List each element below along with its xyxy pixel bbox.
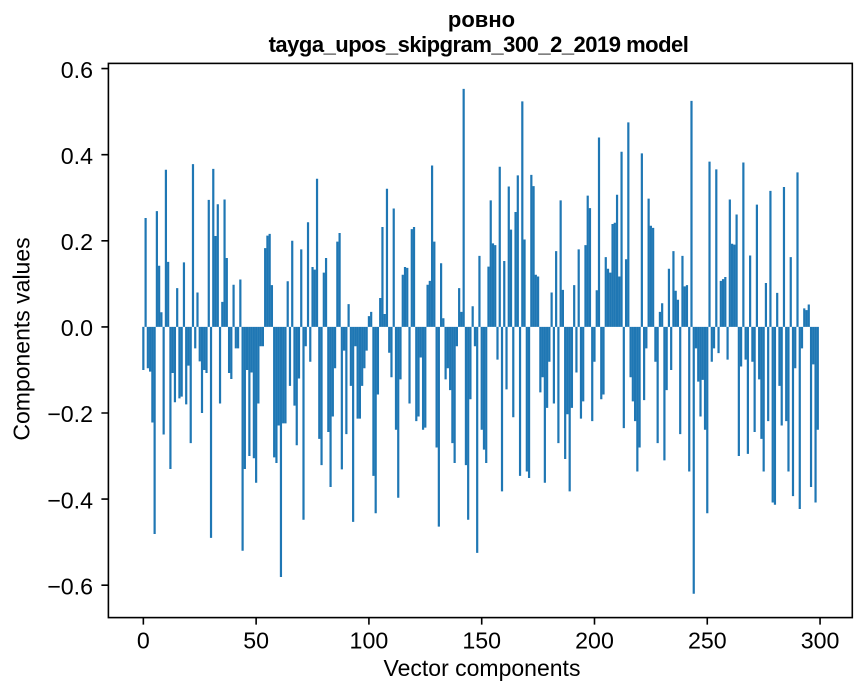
svg-text:Vector components: Vector components: [384, 655, 581, 681]
svg-text:300: 300: [801, 628, 840, 654]
svg-text:0.2: 0.2: [61, 229, 93, 255]
svg-text:0.0: 0.0: [61, 315, 93, 341]
svg-text:0.4: 0.4: [61, 143, 93, 169]
svg-text:0: 0: [137, 628, 150, 654]
svg-text:50: 50: [243, 628, 269, 654]
svg-text:250: 250: [688, 628, 727, 654]
svg-text:Components values: Components values: [9, 237, 35, 440]
svg-text:−0.4: −0.4: [47, 487, 93, 513]
svg-text:tayga_upos_skipgram_300_2_2019: tayga_upos_skipgram_300_2_2019 model: [269, 32, 689, 57]
svg-text:150: 150: [462, 628, 501, 654]
svg-text:−0.6: −0.6: [47, 573, 93, 599]
svg-text:0.6: 0.6: [61, 57, 93, 83]
svg-text:100: 100: [350, 628, 389, 654]
svg-text:−0.2: −0.2: [47, 401, 93, 427]
svg-text:200: 200: [575, 628, 614, 654]
svg-text:ровно: ровно: [448, 7, 515, 32]
